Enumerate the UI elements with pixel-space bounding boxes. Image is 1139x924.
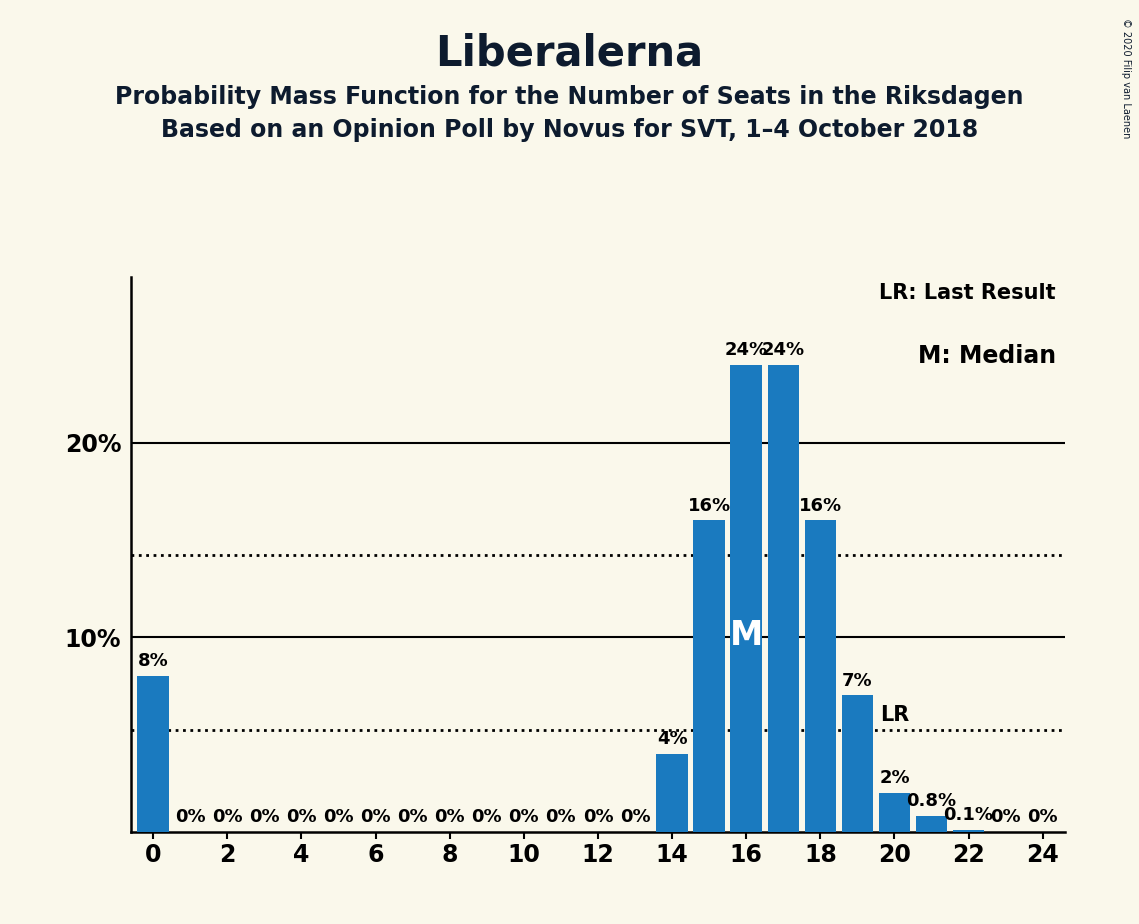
Text: 7%: 7% <box>842 672 872 689</box>
Bar <box>953 830 984 832</box>
Text: © 2020 Filip van Laenen: © 2020 Filip van Laenen <box>1121 18 1131 139</box>
Text: 0%: 0% <box>990 808 1021 826</box>
Text: 0%: 0% <box>508 808 539 826</box>
Text: 0%: 0% <box>434 808 465 826</box>
Text: LR: LR <box>879 705 909 724</box>
Text: 0%: 0% <box>1027 808 1058 826</box>
Bar <box>138 676 169 832</box>
Text: 24%: 24% <box>762 341 805 359</box>
Text: 0%: 0% <box>398 808 428 826</box>
Bar <box>878 793 910 832</box>
Bar <box>656 754 688 832</box>
Bar <box>916 816 948 832</box>
Text: 0.8%: 0.8% <box>907 792 957 810</box>
Text: 0%: 0% <box>286 808 317 826</box>
Text: 0.1%: 0.1% <box>943 806 993 824</box>
Text: 0%: 0% <box>212 808 243 826</box>
Text: Based on an Opinion Poll by Novus for SVT, 1–4 October 2018: Based on an Opinion Poll by Novus for SV… <box>161 118 978 142</box>
Text: 16%: 16% <box>688 496 731 515</box>
Text: 0%: 0% <box>620 808 650 826</box>
Text: 0%: 0% <box>175 808 206 826</box>
Bar <box>804 520 836 832</box>
Text: M: Median: M: Median <box>918 344 1056 368</box>
Text: Liberalerna: Liberalerna <box>435 32 704 74</box>
Text: 16%: 16% <box>798 496 842 515</box>
Text: 24%: 24% <box>724 341 768 359</box>
Text: 0%: 0% <box>323 808 354 826</box>
Text: LR: Last Result: LR: Last Result <box>879 283 1056 303</box>
Bar <box>730 365 762 832</box>
Text: 0%: 0% <box>360 808 391 826</box>
Text: 2%: 2% <box>879 769 910 787</box>
Text: M: M <box>730 619 763 652</box>
Text: 4%: 4% <box>657 730 688 748</box>
Text: Probability Mass Function for the Number of Seats in the Riksdagen: Probability Mass Function for the Number… <box>115 85 1024 109</box>
Text: 0%: 0% <box>249 808 280 826</box>
Text: 0%: 0% <box>546 808 576 826</box>
Text: 0%: 0% <box>583 808 613 826</box>
Bar <box>694 520 724 832</box>
Text: 8%: 8% <box>138 652 169 670</box>
Text: 0%: 0% <box>472 808 502 826</box>
Bar <box>768 365 800 832</box>
Bar <box>842 696 874 832</box>
